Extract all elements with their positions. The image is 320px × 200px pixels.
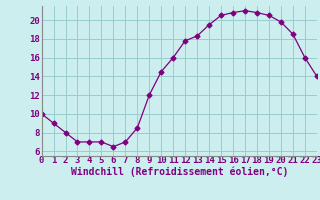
X-axis label: Windchill (Refroidissement éolien,°C): Windchill (Refroidissement éolien,°C) (70, 166, 288, 177)
